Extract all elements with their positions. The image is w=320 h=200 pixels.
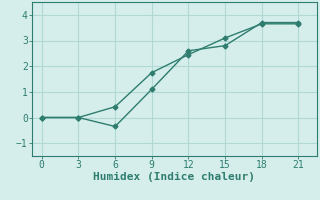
X-axis label: Humidex (Indice chaleur): Humidex (Indice chaleur) — [93, 172, 255, 182]
